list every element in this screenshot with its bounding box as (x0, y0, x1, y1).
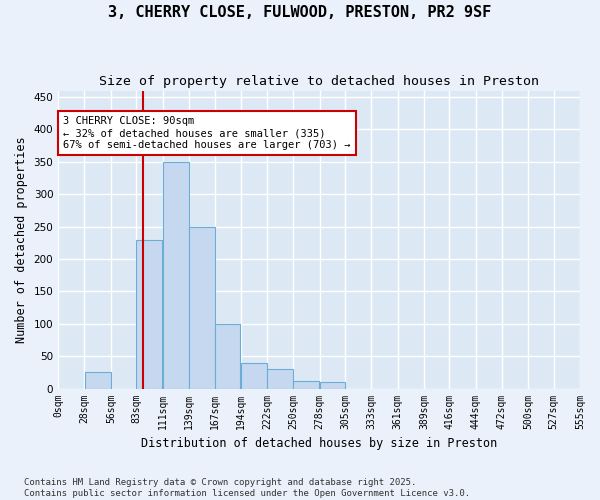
Bar (163, 162, 188, 388)
Y-axis label: Number of detached properties: Number of detached properties (15, 136, 28, 343)
Bar (189, 226, 215, 388)
X-axis label: Distribution of detached houses by size in Preston: Distribution of detached houses by size … (141, 437, 497, 450)
Bar (267, 369, 293, 388)
Text: Contains HM Land Registry data © Crown copyright and database right 2025.
Contai: Contains HM Land Registry data © Crown c… (24, 478, 470, 498)
Bar (241, 362, 266, 388)
Bar (85, 372, 110, 388)
Text: 3 CHERRY CLOSE: 90sqm
← 32% of detached houses are smaller (335)
67% of semi-det: 3 CHERRY CLOSE: 90sqm ← 32% of detached … (63, 116, 350, 150)
Text: 3, CHERRY CLOSE, FULWOOD, PRESTON, PR2 9SF: 3, CHERRY CLOSE, FULWOOD, PRESTON, PR2 9… (109, 5, 491, 20)
Bar (320, 382, 345, 388)
Bar (293, 381, 319, 388)
Bar (136, 240, 162, 388)
Bar (215, 324, 241, 388)
Title: Size of property relative to detached houses in Preston: Size of property relative to detached ho… (99, 75, 539, 88)
